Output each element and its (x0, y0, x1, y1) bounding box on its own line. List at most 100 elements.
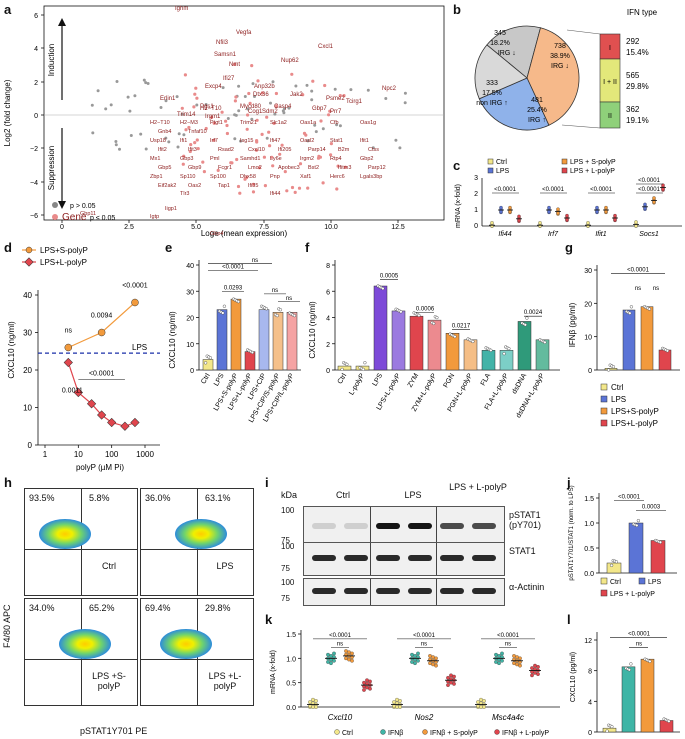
pie-value: 345 (494, 30, 506, 37)
gene-label-up: Erlin1 (160, 96, 176, 102)
gene-label-down: Slc1a2 (270, 120, 287, 126)
k-legend-marker (380, 729, 386, 735)
ma-point-red (321, 181, 325, 185)
k-ytick-label: 1.0 (286, 656, 296, 663)
ma-point-gray (287, 106, 291, 110)
g-legend-label: Ctrl (611, 383, 624, 392)
ifn-count-II: 362 (626, 105, 640, 114)
ma-point-red (336, 164, 340, 168)
ma-point-gray (349, 88, 353, 92)
panel-j-bars: pSTAT1Y701/STAT1 (norm. to LPS) 0.0 0.5 1.0… (569, 485, 677, 598)
g-legend-label: LPS (611, 395, 626, 404)
pie-slice (486, 25, 541, 79)
f-category: FLA (480, 372, 493, 387)
j-point (636, 518, 640, 523)
gene-label-up: Samsn1 (214, 52, 237, 58)
e-ytick-label: 20 (186, 316, 194, 323)
f-point (340, 367, 344, 372)
blot-separator (436, 579, 437, 605)
ma-point-red (234, 95, 238, 99)
ifn-count-I-II: 565 (626, 71, 640, 80)
panel-label-k: k (265, 612, 273, 627)
ma-point-gray (176, 145, 180, 149)
l-ytick-label: 8 (588, 669, 592, 676)
d-s-point (64, 343, 73, 352)
k-point (446, 683, 450, 687)
k-pval: <0.0001 (413, 633, 436, 639)
ifn-title: IFN type (627, 8, 658, 17)
j-ytick-label: 0.5 (584, 546, 594, 553)
l-bar (602, 727, 617, 733)
d-legend-label: LPS+L-polyP (40, 258, 87, 267)
k-point (434, 656, 438, 661)
ma-gene-labels: Ighm Vegfa Nfil3 Samsn1 Nmt Cxcl1 Nup62 Ifi27Ex… (80, 6, 397, 237)
k-point (536, 672, 540, 677)
pie-label: non IRG ↑ (476, 100, 508, 107)
gene-label-down: Ifi44 (270, 191, 280, 197)
ma-point-red (184, 128, 188, 132)
ma-point-gray (321, 127, 325, 131)
gene-label-down: Pnp (270, 174, 280, 180)
blot-marker: 75 (281, 594, 290, 603)
ma-point-red (180, 106, 184, 110)
gene-label-down: Parp14 (308, 147, 326, 153)
e-bar (216, 309, 228, 371)
d-lps-label: LPS (132, 343, 147, 352)
ma-point-gray (115, 80, 119, 83)
j-ytick-label: 0.0 (584, 571, 594, 578)
ma-point-red (304, 133, 308, 137)
j-legend-label: LPS (648, 579, 662, 586)
k-point (482, 699, 486, 703)
gene-label-down: Ifi35 (248, 183, 258, 189)
gene-label-up: Vegfa (236, 30, 252, 36)
f-bar (463, 339, 478, 371)
a-ytick-label: 0 (34, 113, 38, 120)
e-point (222, 304, 226, 308)
f-category: Ctrl (337, 372, 349, 385)
blot-marker: 100 (281, 578, 295, 587)
k-point (326, 660, 330, 664)
d-ytick-label: 0 (28, 441, 33, 450)
c-legend-swatch (487, 167, 494, 174)
gene-label-down: Samhd1 (240, 156, 261, 162)
j-pval: 0.0003 (642, 505, 661, 511)
j-legend-swatch (600, 577, 608, 585)
ma-point-gray (226, 117, 230, 120)
gene-label-down: Ifit1 (360, 138, 369, 144)
flow-right-pct: 29.8% (205, 603, 231, 613)
ma-point-red (256, 79, 260, 83)
flow-right-pct: 5.8% (89, 493, 110, 503)
ma-point-red (301, 93, 305, 97)
c-gene-label: Socs1 (639, 231, 659, 238)
blot-band (408, 555, 432, 561)
a-ytick-label: −6 (30, 213, 38, 220)
flow-condition: LPS (216, 561, 234, 571)
x-ticks: 0 2.5 5.0 7.5 10.0 12.5 (60, 220, 405, 231)
k-gene-label: Nos2 (415, 713, 434, 722)
k-legend-label: IFNβ (388, 730, 403, 737)
g-ytick-label: 10 (584, 335, 592, 342)
g-pval: ns (653, 286, 659, 292)
j-bar (650, 540, 666, 574)
c-point (565, 217, 569, 222)
ma-point-red (343, 165, 347, 169)
c-point (634, 224, 638, 228)
gene-label-down: Ly6e (270, 156, 282, 162)
d-xtick-label: 1000 (136, 450, 154, 459)
k-point (530, 673, 534, 678)
d-legend-marker (24, 257, 34, 267)
ma-plot-frame (43, 5, 445, 221)
ma-point-gray (250, 117, 254, 121)
ma-point-red (290, 72, 294, 76)
k-point (518, 656, 522, 661)
pie-pct: 25.4% (527, 107, 547, 114)
legend-red-label: p ≤ 0.05 (90, 215, 115, 222)
ma-point-gray (233, 137, 237, 141)
e-pval: ns (272, 288, 278, 294)
y-axis-label: Log2 (fold change) (3, 79, 12, 146)
d-xtick-label: 1 (43, 450, 48, 459)
ma-point-red (329, 153, 333, 157)
k-point (314, 705, 318, 709)
c-point (652, 196, 656, 200)
